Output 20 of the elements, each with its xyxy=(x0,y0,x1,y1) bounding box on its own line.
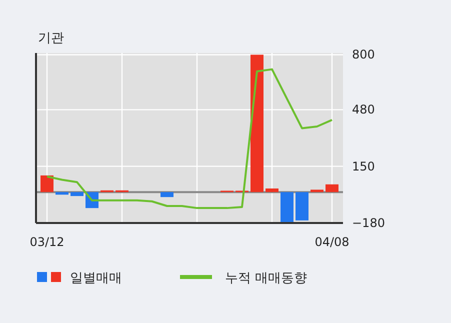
legend-label: 누적 매매동향 xyxy=(225,271,308,286)
bar xyxy=(70,192,84,196)
y-tick-label: −180 xyxy=(352,216,385,230)
bar xyxy=(326,184,338,192)
bar xyxy=(310,190,324,192)
y-tick-label: 150 xyxy=(352,159,375,174)
x-tick-label: 04/08 xyxy=(314,235,350,249)
legend-label: 일별매매 xyxy=(70,271,122,286)
bar xyxy=(56,192,68,195)
bar xyxy=(296,192,308,220)
y-tick-label: 800 xyxy=(352,48,375,62)
bar xyxy=(160,192,174,198)
bar xyxy=(250,54,264,192)
bar xyxy=(266,188,278,192)
bar xyxy=(280,192,294,222)
line-series xyxy=(46,68,333,210)
x-tick-label: 03/12 xyxy=(30,235,64,249)
bar xyxy=(40,175,54,192)
y-tick-label: 480 xyxy=(352,102,375,117)
chart-title: 기관 xyxy=(38,31,64,46)
